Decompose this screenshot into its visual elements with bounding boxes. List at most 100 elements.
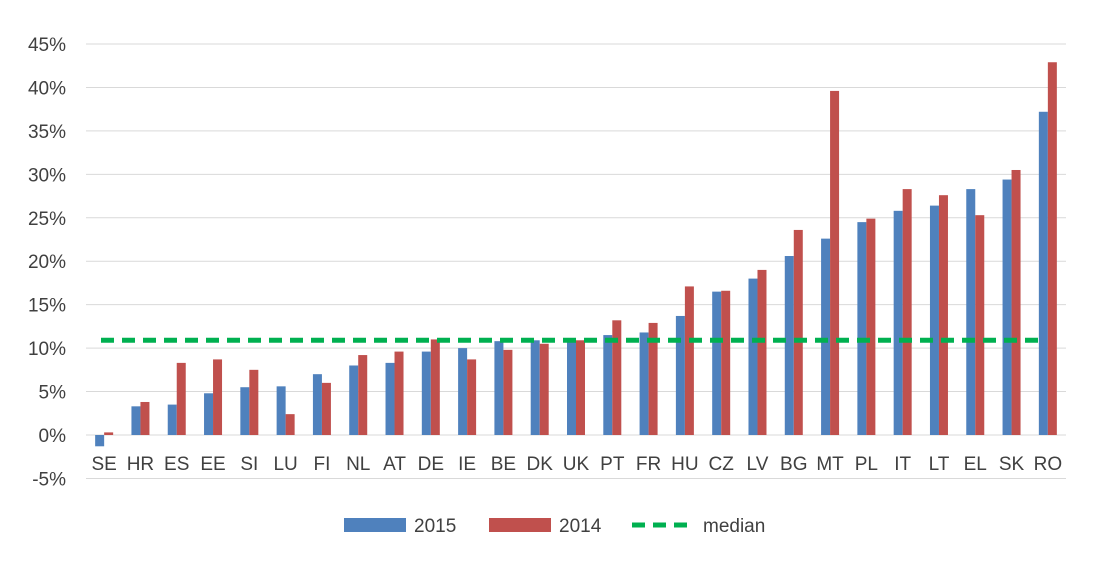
x-tick-label-PT: PT [600,454,625,475]
y-tick-label: 5% [39,383,67,404]
x-tick-label-ES: ES [164,454,189,475]
bar-2015-BG [784,256,794,435]
bar-2014-LV [757,269,767,435]
bar-2014-EL [975,215,985,435]
bar-2014-BE [503,349,513,435]
x-axis-labels: SE HR ES EE SI LU FI NL AT DE IE BE DK UK PT FR HU CZ LV BG… [91,454,1062,475]
bar-2014-UK [576,340,585,435]
bar-2015-FI [312,374,322,435]
legend-label-2015: 2015 [414,516,456,537]
bar-2014-DE [430,339,440,435]
y-tick-label: -5% [32,469,66,490]
bars [95,62,1057,447]
bar-2014-PL [866,218,876,435]
bar-2014-ES [176,362,186,435]
bar-2015-UK [567,339,576,435]
x-tick-label-IE: IE [458,454,476,475]
y-tick-label: 25% [28,209,66,230]
y-tick-label: 10% [28,339,66,360]
y-tick-label: 30% [28,165,66,186]
x-tick-label-HU: HU [671,454,698,475]
bar-2014-SI [249,369,259,435]
legend-label-median: median [703,516,765,537]
bar-2015-HR [131,406,141,435]
bar-2015-SE [95,435,105,447]
x-tick-label-SI: SI [240,454,258,475]
x-tick-label-BE: BE [491,454,516,475]
bar-2014-MT [830,90,840,436]
x-tick-label-SK: SK [999,454,1025,475]
bar-2015-FR [639,332,649,435]
bar-2014-FI [321,382,331,435]
y-tick-label: 35% [28,122,66,143]
bar-2014-PT [612,320,622,435]
x-tick-label-LT: LT [929,454,950,475]
bar-2015-SI [240,387,250,435]
x-tick-label-BG: BG [780,454,807,475]
bar-2014-BG [793,229,803,435]
bar-2015-HU [675,315,685,435]
bar-2015-DK [530,340,540,435]
bar-2014-HR [140,401,150,435]
bar-2015-BE [494,341,504,435]
bar-2014-HU [684,286,694,435]
bar-2015-MT [821,238,831,435]
x-tick-label-DE: DE [418,454,444,475]
x-tick-label-HR: HR [127,454,154,475]
y-tick-label: 15% [28,296,66,317]
bar-2015-PT [603,335,613,435]
bar-2015-LU [276,386,286,435]
bar-2014-AT [394,351,404,435]
bar-2015-NL [349,365,359,435]
x-tick-label-AT: AT [383,454,406,475]
bar-2015-IE [458,348,468,435]
x-tick-label-EE: EE [200,454,225,475]
x-tick-label-FI: FI [313,454,330,475]
x-tick-label-LV: LV [747,454,769,475]
bar-2015-PL [857,222,867,435]
x-tick-label-MT: MT [816,454,844,475]
y-tick-label: 0% [39,426,67,447]
x-tick-label-UK: UK [563,454,590,475]
legend: 2015 2014 median [344,516,765,537]
x-tick-label-DK: DK [527,454,554,475]
x-tick-label-NL: NL [346,454,370,475]
bar-2014-RO [1047,62,1057,435]
bar-2015-RO [1038,111,1048,436]
bar-2015-EL [966,189,976,435]
bar-2015-CZ [712,291,722,435]
legend-swatch-2014 [489,518,551,532]
x-tick-label-RO: RO [1034,454,1063,475]
bar-2015-AT [385,362,395,435]
bar-2014-LT [938,195,948,435]
bar-2014-LU [285,414,295,435]
bar-2014-DK [539,343,549,435]
x-tick-label-LU: LU [273,454,297,475]
bar-2014-IE [467,359,477,435]
y-axis-labels: -5% 0% 5% 10% 15% 20% 25% 30% 35% 40% 45% [28,35,66,490]
x-tick-label-EL: EL [964,454,987,475]
legend-swatch-2015 [344,518,406,532]
y-tick-label: 20% [28,252,66,273]
bar-2014-IT [902,189,912,435]
y-tick-label: 40% [28,78,66,99]
bar-2014-FR [648,322,658,435]
bar-2015-EE [204,393,214,435]
x-tick-label-SE: SE [91,454,116,475]
bar-2014-NL [358,355,368,435]
legend-label-2014: 2014 [559,516,602,537]
bar-2015-ES [167,404,177,435]
x-tick-label-PL: PL [855,454,878,475]
x-tick-label-FR: FR [636,454,661,475]
bar-2015-SK [1002,179,1012,435]
bar-2015-DE [421,351,431,435]
bar-2015-LT [929,205,939,435]
bar-2014-EE [213,359,223,435]
bar-2014-SE [104,432,114,435]
x-tick-label-CZ: CZ [709,454,735,475]
bar-2015-IT [893,210,903,435]
y-tick-label: 45% [28,35,66,56]
bar-2014-SK [1011,169,1021,435]
